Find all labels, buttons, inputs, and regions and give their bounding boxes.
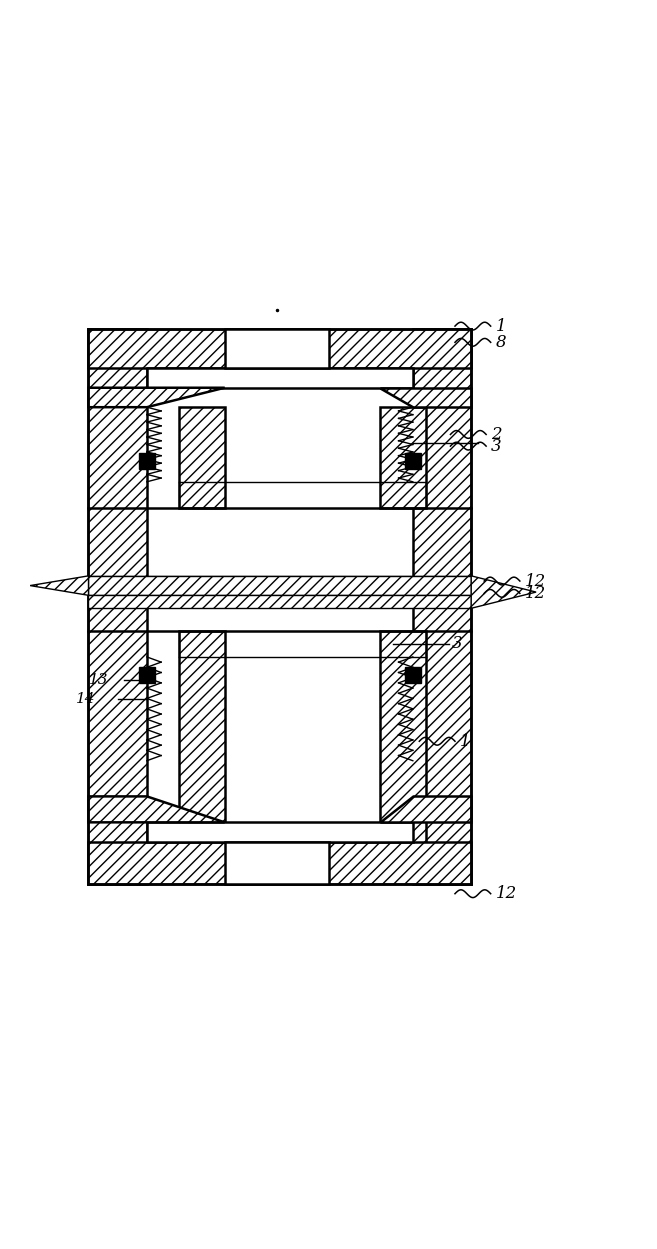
- Text: 12: 12: [524, 585, 546, 602]
- Bar: [179, 407, 225, 508]
- Text: 3: 3: [452, 636, 463, 652]
- Polygon shape: [89, 797, 225, 822]
- Bar: [405, 667, 421, 683]
- Bar: [89, 576, 471, 596]
- Bar: [139, 667, 155, 683]
- Bar: [380, 407, 426, 508]
- Bar: [147, 822, 413, 842]
- Bar: [179, 631, 225, 881]
- Polygon shape: [471, 576, 536, 608]
- Text: 13: 13: [89, 673, 108, 687]
- Polygon shape: [380, 387, 471, 407]
- Bar: [225, 842, 328, 884]
- Bar: [89, 596, 471, 608]
- Bar: [225, 330, 328, 368]
- Bar: [89, 842, 471, 884]
- Bar: [89, 330, 471, 368]
- Bar: [89, 330, 147, 884]
- Polygon shape: [30, 576, 89, 596]
- Polygon shape: [89, 387, 225, 407]
- Text: 1: 1: [496, 317, 507, 335]
- Bar: [413, 330, 471, 884]
- Text: 12: 12: [496, 886, 517, 902]
- Text: 12: 12: [524, 572, 546, 590]
- Text: 2: 2: [491, 426, 501, 443]
- Bar: [139, 452, 155, 468]
- Text: 1: 1: [459, 733, 470, 749]
- Polygon shape: [380, 797, 471, 822]
- Bar: [380, 631, 426, 881]
- Text: 14: 14: [76, 692, 95, 706]
- Text: 3: 3: [491, 437, 501, 455]
- Bar: [405, 452, 421, 468]
- Text: 8: 8: [496, 333, 507, 351]
- Bar: [147, 368, 413, 387]
